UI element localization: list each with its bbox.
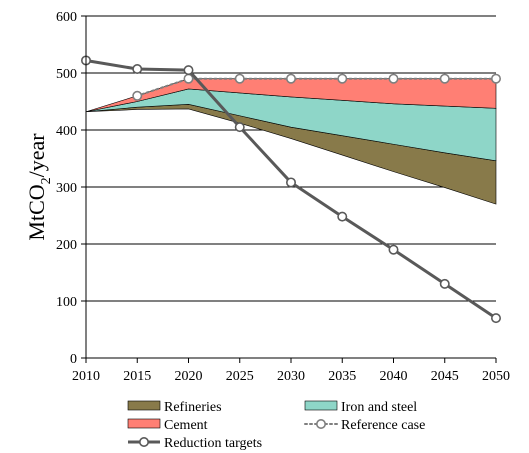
y-axis-title-main: MtCO [24,184,49,240]
point-reduction-targets-2025 [234,122,245,133]
x-tick-label-2050: 2050 [482,369,510,384]
point-reference-case-2020 [183,73,194,84]
legend-label-iron-and-steel: Iron and steel [341,400,417,415]
axes [81,15,497,363]
x-tick-label-2030: 2030 [277,369,305,384]
x-tick-label-2045: 2045 [431,369,459,384]
point-reference-case-2030 [285,73,296,84]
x-tick-label-2010: 2010 [72,369,100,384]
legend-swatch-refineries [127,400,161,411]
legend: Refineries Iron and steel Cement Reference … [127,400,425,451]
y-tick-label-500: 500 [56,67,77,82]
y-axis-title-tail: /year [24,133,49,178]
legend-label-refineries: Refineries [164,400,222,415]
y-tick-label-400: 400 [56,124,77,139]
tick-labels: 0 100 200 300 400 500 600 2010 2015 2020 2025 2030 2… [56,10,510,384]
stacked-areas [85,78,497,205]
point-reference-case-2035 [337,73,348,84]
legend-marker-reduction-targets [139,436,150,447]
x-tick-label-2020: 2020 [175,369,203,384]
y-tick-label-300: 300 [56,181,77,196]
x-tick-label-2025: 2025 [226,369,254,384]
point-reduction-targets-2020 [183,65,194,76]
legend-label-reduction-targets: Reduction targets [164,436,262,451]
point-reference-case-2050 [490,73,501,84]
x-tick-label-2035: 2035 [328,369,356,384]
point-reduction-targets-2030 [285,177,296,188]
y-tick-label-0: 0 [70,352,77,367]
legend-marker-reference-case [315,418,326,429]
point-reduction-targets-2050 [490,313,501,324]
point-reference-case-2045 [439,73,450,84]
legend-swatch-cement [127,418,161,429]
point-reduction-targets-2015 [132,64,143,75]
y-tick-label-200: 200 [56,238,77,253]
legend-label-cement: Cement [164,418,208,433]
x-tick-label-2015: 2015 [123,369,151,384]
point-reduction-targets-2035 [337,211,348,222]
point-reduction-targets-2045 [439,278,450,289]
y-tick-label-600: 600 [56,10,77,25]
point-reference-case-2015 [132,90,143,101]
point-reduction-targets-2040 [388,244,399,255]
point-reference-case-2025 [234,73,245,84]
y-tick-label-100: 100 [56,295,77,310]
y-axis-title: MtCO2/year [24,133,54,241]
y-axis-title-subscript: 2 [39,177,54,184]
point-reference-case-2040 [388,73,399,84]
x-tick-label-2040: 2040 [380,369,408,384]
legend-swatch-iron-and-steel [304,400,338,411]
legend-label-reference-case: Reference case [341,418,425,433]
